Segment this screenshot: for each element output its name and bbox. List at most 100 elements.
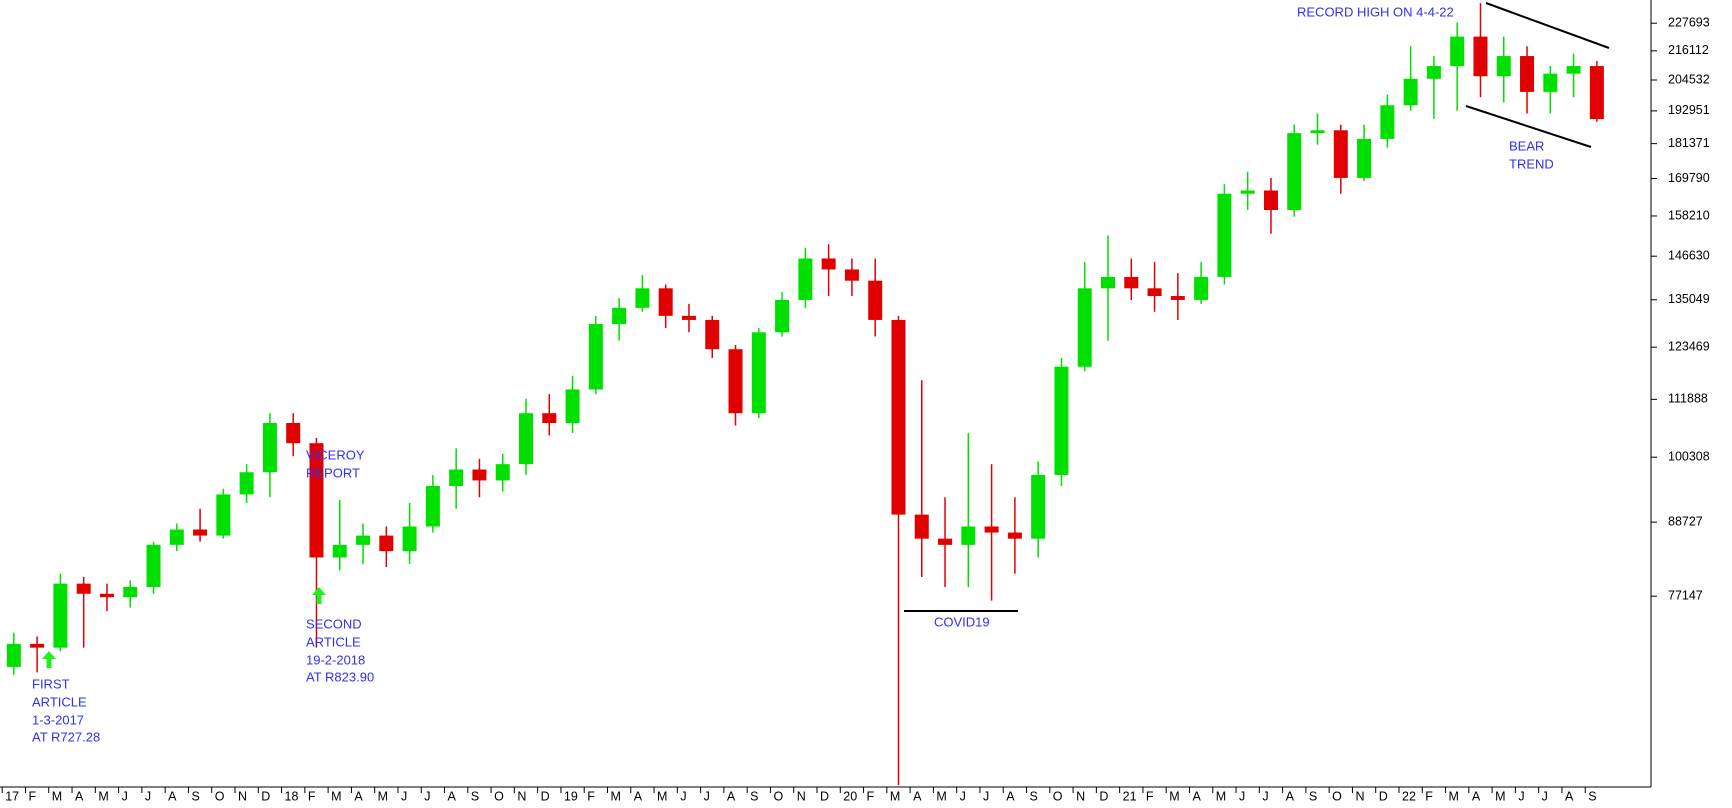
x-tick-label: O — [773, 789, 783, 803]
x-tick-label: A — [75, 789, 84, 803]
candle-body — [123, 586, 138, 598]
candle-body — [1147, 288, 1162, 297]
annotation: COVID19 — [934, 614, 990, 629]
candle-body — [798, 258, 813, 300]
candle-body — [216, 494, 231, 536]
x-tick-label: A — [634, 789, 643, 803]
x-tick-label: M — [610, 789, 620, 803]
y-tick-label: 88727 — [1668, 514, 1703, 528]
candle-body — [30, 643, 45, 648]
candle-body — [1240, 190, 1255, 194]
candle-body — [356, 535, 371, 545]
x-tick-label: A — [1286, 789, 1295, 803]
y-tick-label: 192951 — [1668, 103, 1710, 117]
annotation: TREND — [1509, 156, 1554, 171]
y-tick-label: 227693 — [1668, 16, 1710, 30]
candle-body — [542, 413, 557, 424]
candle-body — [1426, 66, 1441, 79]
arrow — [42, 651, 56, 668]
candle-body — [472, 469, 487, 481]
x-tick-label: J — [122, 789, 128, 803]
annotation: FIRST — [32, 676, 70, 691]
candle-body — [1287, 133, 1302, 211]
trend-line — [1465, 105, 1592, 148]
y-tick-label: 77147 — [1668, 588, 1703, 602]
candle-body — [588, 324, 603, 390]
y-tick-label: 181371 — [1668, 136, 1710, 150]
candle-body — [193, 529, 208, 536]
candle-body — [961, 526, 976, 545]
x-tick-label: D — [820, 789, 829, 803]
x-tick-label: J — [680, 789, 686, 803]
y-tick-label: 100308 — [1668, 449, 1710, 463]
x-tick-label: M — [1216, 789, 1226, 803]
x-tick-label: S — [1309, 789, 1317, 803]
x-tick-label: A — [1472, 789, 1481, 803]
candle-body — [1031, 474, 1046, 539]
x-tick-label: N — [1076, 789, 1085, 803]
x-tick-label: D — [261, 789, 270, 803]
candle-body — [681, 315, 696, 320]
x-tick-label: M — [98, 789, 108, 803]
candle-body — [402, 526, 417, 552]
candle-body — [775, 299, 790, 333]
annotation: AT R823.90 — [306, 669, 374, 684]
x-tick-label: F — [587, 789, 595, 803]
candle-body — [309, 443, 324, 558]
candle-body — [1566, 66, 1581, 74]
x-tick-label: 18 — [285, 789, 299, 803]
x-tick-label: A — [1192, 789, 1201, 803]
x-tick-label: 19 — [564, 789, 578, 803]
x-tick-label: D — [1099, 789, 1108, 803]
candle-body — [53, 583, 68, 648]
candle-body — [1520, 56, 1535, 92]
candle-body — [1263, 190, 1278, 211]
x-tick-label: J — [401, 789, 407, 803]
x-tick-label: S — [750, 789, 758, 803]
candle-body — [262, 423, 277, 473]
candle-body — [891, 319, 906, 515]
x-tick-label: N — [797, 789, 806, 803]
annotation: 1-3-2017 — [32, 712, 84, 727]
x-tick-label: J — [704, 789, 710, 803]
x-tick-label: 21 — [1123, 789, 1137, 803]
x-tick-label: O — [494, 789, 504, 803]
candle-body — [612, 307, 627, 325]
arrow — [312, 587, 326, 604]
candle-body — [705, 319, 720, 350]
annotation: VICEROY — [306, 447, 365, 462]
x-tick-label: N — [517, 789, 526, 803]
candle-body — [1589, 66, 1604, 120]
candle-body — [821, 258, 836, 270]
x-tick-label: O — [215, 789, 225, 803]
x-tick-label: J — [424, 789, 430, 803]
y-tick-label: 169790 — [1668, 171, 1710, 185]
x-tick-label: M — [378, 789, 388, 803]
x-tick-label: M — [331, 789, 341, 803]
candle-body — [1124, 276, 1139, 289]
x-tick-label: O — [1332, 789, 1342, 803]
candle-body — [379, 535, 394, 552]
candle-body — [6, 643, 21, 667]
annotation: 19-2-2018 — [306, 652, 365, 667]
candle-body — [1217, 193, 1232, 277]
x-tick-label: F — [308, 789, 316, 803]
candle-body — [1170, 296, 1185, 300]
annotation: ARTICLE — [32, 694, 87, 709]
candle-body — [844, 269, 859, 281]
annotation: SECOND — [306, 616, 362, 631]
x-tick-label: J — [960, 789, 966, 803]
candle-body — [146, 544, 161, 587]
x-tick-label: A — [448, 789, 457, 803]
annotation: AT R727.28 — [32, 729, 100, 744]
y-tick-label: 204532 — [1668, 72, 1710, 86]
x-tick-label: J — [1239, 789, 1245, 803]
candle-body — [1543, 73, 1558, 92]
candle-body — [1473, 36, 1488, 77]
candle-body — [1054, 366, 1069, 475]
candle-body — [984, 526, 999, 533]
candle-body — [1333, 130, 1348, 178]
candle-body — [1380, 105, 1395, 139]
